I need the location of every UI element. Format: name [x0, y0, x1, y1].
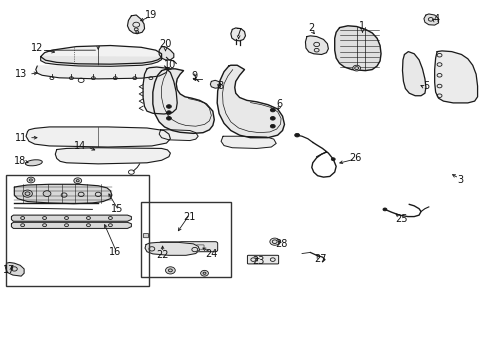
Text: 4: 4 — [433, 14, 439, 24]
Circle shape — [22, 190, 32, 197]
Text: 10: 10 — [164, 60, 176, 70]
Circle shape — [270, 125, 275, 128]
Circle shape — [166, 117, 171, 120]
Polygon shape — [41, 57, 161, 66]
Polygon shape — [11, 215, 131, 221]
Polygon shape — [221, 136, 276, 148]
Text: 14: 14 — [73, 141, 85, 151]
Polygon shape — [305, 36, 328, 54]
Text: 5: 5 — [422, 81, 428, 91]
Text: 26: 26 — [349, 153, 361, 163]
Text: 24: 24 — [205, 248, 217, 258]
Polygon shape — [159, 46, 173, 60]
Circle shape — [294, 134, 299, 137]
Text: 7: 7 — [235, 28, 241, 38]
Text: 27: 27 — [313, 254, 325, 264]
Text: 12: 12 — [31, 43, 43, 53]
Text: 18: 18 — [14, 156, 26, 166]
Text: 15: 15 — [110, 204, 122, 215]
Circle shape — [200, 270, 208, 276]
Text: 23: 23 — [251, 256, 264, 266]
Polygon shape — [26, 127, 170, 147]
FancyBboxPatch shape — [143, 233, 148, 238]
Circle shape — [74, 178, 81, 184]
Circle shape — [165, 267, 175, 274]
Polygon shape — [5, 262, 24, 276]
Circle shape — [43, 191, 51, 197]
Polygon shape — [145, 242, 199, 255]
Polygon shape — [153, 69, 214, 134]
Text: 11: 11 — [15, 133, 27, 143]
Text: 1: 1 — [359, 21, 365, 31]
Circle shape — [166, 111, 171, 114]
Polygon shape — [210, 80, 221, 88]
Polygon shape — [143, 67, 177, 114]
Text: 9: 9 — [191, 71, 198, 81]
Text: 6: 6 — [276, 99, 282, 109]
Polygon shape — [14, 184, 112, 204]
Circle shape — [270, 117, 275, 120]
Text: 17: 17 — [3, 265, 16, 275]
Polygon shape — [423, 14, 438, 25]
Text: 21: 21 — [183, 212, 196, 221]
Polygon shape — [36, 66, 167, 79]
Text: 19: 19 — [144, 10, 157, 20]
FancyBboxPatch shape — [159, 242, 217, 252]
Circle shape — [382, 208, 386, 211]
Bar — [5, 175, 149, 286]
Text: 13: 13 — [15, 69, 27, 79]
Polygon shape — [230, 28, 245, 41]
Polygon shape — [159, 130, 198, 140]
Circle shape — [269, 238, 279, 245]
Polygon shape — [127, 15, 144, 34]
Text: 8: 8 — [217, 81, 223, 91]
Polygon shape — [334, 26, 380, 71]
Circle shape — [166, 105, 171, 108]
Polygon shape — [434, 51, 477, 103]
Circle shape — [352, 65, 360, 71]
Polygon shape — [55, 148, 170, 164]
Text: 16: 16 — [109, 247, 121, 257]
FancyBboxPatch shape — [247, 255, 278, 264]
Text: 20: 20 — [159, 40, 171, 49]
Circle shape — [270, 108, 275, 112]
Polygon shape — [41, 45, 161, 64]
Text: 2: 2 — [308, 23, 314, 33]
Polygon shape — [11, 222, 131, 228]
Polygon shape — [402, 51, 425, 96]
Text: 28: 28 — [274, 239, 286, 249]
Circle shape — [330, 158, 334, 161]
Bar — [141, 202, 231, 277]
Ellipse shape — [25, 160, 42, 166]
Text: 22: 22 — [156, 249, 168, 260]
Text: 25: 25 — [394, 215, 407, 224]
Text: 3: 3 — [456, 175, 462, 185]
Polygon shape — [217, 65, 284, 138]
Circle shape — [27, 177, 35, 183]
